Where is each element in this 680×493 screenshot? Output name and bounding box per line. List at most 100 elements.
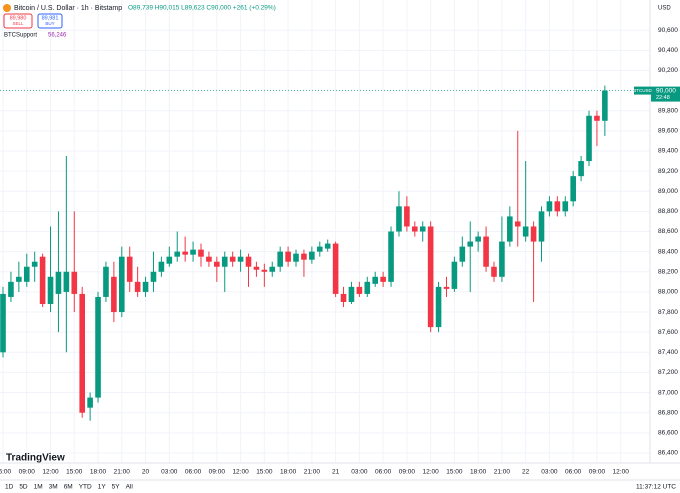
candle-body	[499, 241, 505, 277]
candle-body	[340, 293, 347, 302]
candle-body	[427, 226, 434, 328]
range-button[interactable]: 5Y	[112, 484, 121, 491]
candle-body	[324, 243, 331, 249]
candle-body	[293, 253, 299, 262]
x-tick-label: 12:00	[42, 469, 59, 476]
indicator-value: 56,246	[48, 33, 67, 39]
y-tick-label: 88,000	[658, 289, 678, 296]
candle-body	[95, 296, 101, 398]
candle-body	[126, 256, 133, 282]
range-button[interactable]: 1M	[34, 484, 43, 491]
x-tick-label: 15:00	[256, 469, 273, 476]
x-tick-label: 09:00	[399, 469, 416, 476]
symbol-tag	[634, 86, 651, 95]
sell-button[interactable]	[3, 13, 33, 29]
range-button[interactable]: All	[126, 484, 134, 491]
candle-body	[277, 251, 283, 267]
range-button[interactable]: 1D	[5, 484, 14, 491]
brand: TradingView	[6, 453, 65, 464]
candle-body	[174, 251, 181, 257]
y-tick-label: 87,000	[658, 389, 678, 396]
candle-body	[316, 246, 323, 252]
chart-title: Bitcoin / U.S. Dollar · 1h · Bitstamp	[14, 5, 122, 12]
candle-body	[221, 256, 228, 267]
candle-body	[507, 216, 513, 242]
y-tick-label: 90,200	[658, 67, 678, 74]
sell-price: 89,980	[10, 15, 27, 21]
candle-body	[134, 281, 141, 292]
x-tick-label: 20	[142, 469, 150, 476]
x-tick-label: 22	[522, 469, 530, 476]
candle-body	[111, 276, 117, 313]
x-tick-label: 21:00	[114, 469, 131, 476]
candle-body	[332, 243, 339, 294]
y-tick-label: 86,400	[658, 450, 678, 457]
candle-body	[348, 286, 355, 302]
candle-body	[467, 241, 474, 247]
x-tick-label: 09:00	[589, 469, 606, 476]
range-button[interactable]: 3M	[49, 484, 58, 491]
candle-body	[245, 256, 252, 267]
candle-body	[562, 201, 569, 212]
indicator-name: BTCSupport	[4, 33, 37, 39]
range-button[interactable]: 1Y	[98, 484, 107, 491]
candle-body	[118, 256, 125, 313]
candle-body	[404, 206, 410, 227]
candle-body	[261, 269, 268, 272]
candle-body	[419, 226, 426, 232]
buy-label: BUY	[45, 21, 54, 26]
candle-body	[514, 221, 521, 227]
x-tick-label: 21:00	[494, 469, 511, 476]
x-tick-label: 09:00	[19, 469, 36, 476]
candle-body	[198, 249, 204, 257]
candle-body	[586, 115, 592, 162]
y-tick-label: 86,800	[658, 409, 678, 416]
candle-body	[285, 251, 291, 262]
x-tick-label: 03:00	[351, 469, 368, 476]
y-tick-label: 88,200	[658, 268, 678, 275]
coin-icon	[3, 4, 11, 12]
candle-body	[475, 236, 481, 242]
x-tick-label: 09:00	[209, 469, 226, 476]
candle-body	[166, 256, 173, 264]
x-tick-label: 12:00	[613, 469, 630, 476]
x-tick-label: 18:00	[280, 469, 297, 476]
candle-body	[182, 251, 188, 255]
candle-body	[372, 276, 379, 284]
candle-body	[87, 397, 93, 408]
range-button[interactable]: 5D	[19, 484, 28, 491]
candle-body	[388, 231, 394, 282]
y-tick-label: 87,400	[658, 349, 678, 356]
x-tick-label: 21:00	[304, 469, 321, 476]
candle-body	[8, 281, 14, 297]
x-tick-label: 18:00	[90, 469, 107, 476]
countdown: 22:48	[656, 95, 670, 101]
candle-body	[253, 266, 260, 270]
y-tick-label: 89,400	[658, 148, 678, 155]
candle-body	[396, 206, 402, 232]
candle-body	[158, 261, 165, 272]
candle-body	[435, 286, 442, 328]
candle-body	[47, 276, 54, 304]
candle-body	[412, 226, 418, 232]
candle-body	[229, 256, 236, 262]
candle-body	[55, 271, 62, 294]
candle-body	[79, 293, 86, 413]
ohlc: O89,739 H90,015 L89,623 C90,000 +261 (+0…	[128, 5, 276, 12]
buy-button[interactable]	[37, 13, 63, 29]
candle-body	[364, 281, 371, 294]
y-tick-label: 90,600	[658, 27, 678, 34]
y-tick-label: 88,800	[658, 208, 678, 215]
candle-body	[443, 286, 450, 289]
y-tick-label: 90,400	[658, 47, 678, 54]
clock: 11:37:12 UTC	[636, 484, 676, 491]
candle-body	[554, 201, 561, 212]
candle-body	[63, 271, 70, 292]
x-tick-label: 06:00	[565, 469, 582, 476]
candle-body	[0, 293, 6, 353]
candle-body	[380, 276, 386, 282]
range-button[interactable]: 6M	[64, 484, 73, 491]
last-price-label: 90,000	[656, 87, 676, 94]
range-button[interactable]: YTD	[79, 484, 92, 491]
candle-body	[206, 256, 212, 262]
